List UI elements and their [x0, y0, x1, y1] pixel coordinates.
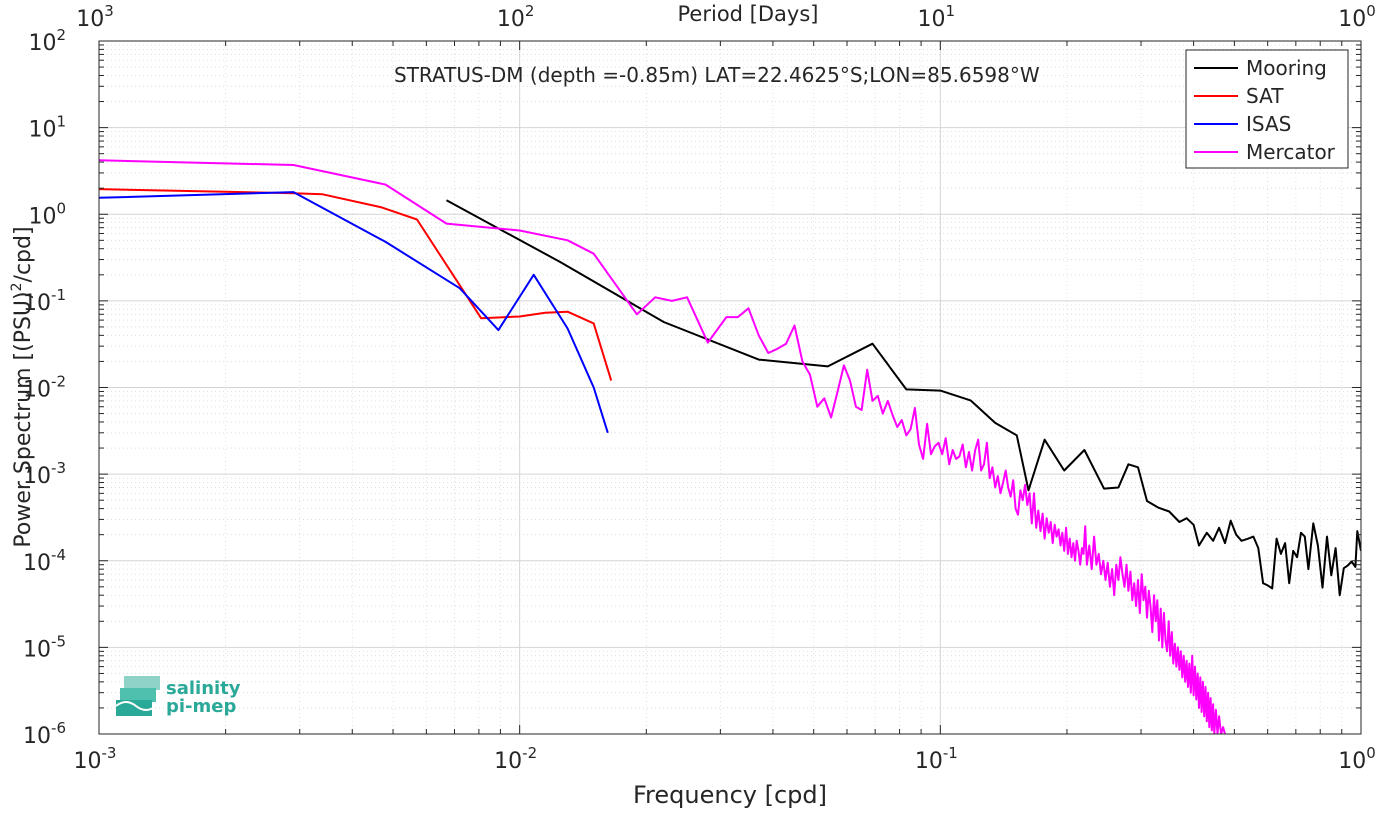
top-tick-label: 101	[918, 2, 956, 32]
chart-title: STRATUS-DM (depth =-0.85m) LAT=22.4625°S…	[394, 63, 1040, 87]
y-tick-label: 102	[28, 26, 66, 56]
series-line-mooring	[446, 199, 1361, 597]
logo-text-line1: salinity	[166, 678, 241, 699]
axis-tick-labels: 10-3 10-2 10-1 100 103 102 101 100 102 101 100 10-1…	[23, 2, 1376, 774]
legend-label-mooring: Mooring	[1246, 56, 1327, 80]
logo-text-line2: pi-mep	[166, 696, 236, 717]
legend-label-isas: ISAS	[1246, 112, 1291, 136]
y-tick-label: 10-4	[23, 546, 66, 576]
y-axis-label: Power Spectrum [(PSU)2/cpd]	[9, 226, 36, 547]
y-tick-label: 10-6	[23, 719, 66, 749]
y-tick-label: 10-3	[23, 459, 66, 489]
top-axis-label: Period [Days]	[678, 2, 819, 26]
x-axis-label: Frequency [cpd]	[633, 781, 827, 809]
y-tick-label: 10-2	[23, 373, 66, 403]
y-axis-label-tail: /cpd]	[11, 226, 36, 282]
series-group	[99, 159, 1361, 734]
y-axis-label-sup: 2	[9, 282, 25, 291]
logo-wave-layer-2	[120, 688, 156, 702]
series-line-mercator	[99, 159, 1226, 734]
logo-wave-layer-3	[116, 700, 152, 716]
series-line-isas	[99, 191, 609, 434]
x-tick-label: 10-3	[74, 744, 117, 774]
top-tick-label: 102	[497, 2, 535, 32]
x-tick-label: 10-2	[494, 744, 537, 774]
y-tick-label: 100	[28, 199, 66, 229]
x-tick-label: 10-1	[915, 744, 958, 774]
logo-wave-layer-1	[124, 676, 160, 690]
series-line-sat	[99, 188, 613, 381]
legend: Mooring SAT ISAS Mercator	[1185, 49, 1349, 169]
y-tick-label: 101	[28, 113, 66, 143]
y-tick-label: 10-5	[23, 632, 66, 662]
y-tick-label: 10-1	[23, 286, 66, 316]
salinity-pi-mep-logo: salinity pi-mep	[115, 676, 241, 717]
legend-box	[1185, 49, 1349, 169]
legend-label-sat: SAT	[1246, 84, 1284, 108]
logo-wave-curve	[115, 701, 157, 711]
y-axis-label-main: Power Spectrum [(PSU)	[11, 291, 36, 547]
top-tick-label: 100	[1338, 2, 1376, 32]
top-tick-label: 103	[76, 2, 114, 32]
x-tick-label: 100	[1338, 744, 1376, 774]
axis-ticks	[98, 40, 1362, 735]
legend-label-mercator: Mercator	[1246, 140, 1336, 164]
grid-major	[98, 40, 1362, 735]
